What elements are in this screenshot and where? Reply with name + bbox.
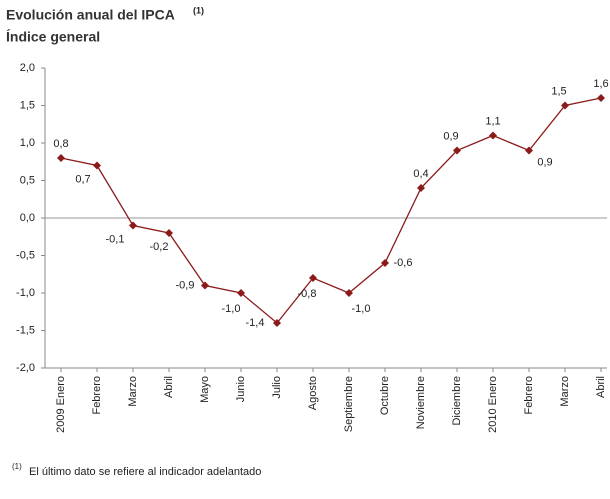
data-point — [525, 146, 533, 155]
x-tick-label: Febrero — [523, 376, 535, 415]
y-tick-label: -1,5 — [16, 324, 35, 336]
chart-title: Evolución anual del IPCA — [6, 7, 175, 23]
data-label: -1,4 — [246, 317, 265, 329]
data-point — [93, 161, 101, 170]
x-tick-label: Mayo — [199, 376, 211, 403]
x-tick-label: 2010 Enero — [487, 376, 499, 433]
x-tick-label: Marzo — [559, 376, 571, 407]
data-point — [345, 289, 353, 297]
data-point — [273, 319, 281, 327]
data-label: 0,4 — [413, 168, 428, 180]
footnote: El último dato se refiere al indicador a… — [29, 466, 261, 478]
data-label: -1,0 — [222, 303, 241, 315]
x-tick-label: Noviembre — [415, 376, 427, 429]
y-tick-label: 1,0 — [20, 137, 35, 149]
data-point — [489, 131, 497, 140]
data-point — [597, 94, 605, 102]
y-tick-label: -0,5 — [16, 249, 35, 261]
data-point — [201, 281, 209, 290]
data-label: -0,8 — [298, 288, 317, 300]
data-point — [309, 274, 317, 282]
y-tick-label: 1,5 — [20, 99, 35, 111]
footnote-mark: (1) — [12, 462, 22, 471]
x-tick-label: Octubre — [379, 376, 391, 415]
series-line — [60, 97, 602, 324]
y-tick-label: 0,0 — [20, 212, 35, 224]
data-label: -0,6 — [394, 257, 413, 269]
data-label: 0,9 — [443, 130, 458, 142]
data-label: -0,9 — [176, 279, 195, 291]
data-label: -0,2 — [150, 241, 169, 253]
data-point — [57, 154, 65, 162]
chart-subtitle: Índice general — [6, 29, 100, 45]
x-tick-label: Septiembre — [343, 376, 355, 432]
x-tick-label: Agosto — [307, 376, 319, 410]
x-tick-label: Febrero — [91, 376, 103, 415]
data-label: 1,6 — [593, 78, 608, 90]
data-point — [453, 146, 461, 155]
data-point — [165, 229, 173, 237]
data-label: 0,9 — [537, 156, 552, 168]
title-note: (1) — [193, 5, 204, 15]
y-tick-label: 2,0 — [20, 62, 35, 74]
data-label: 1,1 — [485, 115, 500, 127]
x-tick-label: Diciembre — [451, 376, 463, 426]
x-tick-label: Abril — [595, 376, 607, 398]
data-label: 1,5 — [551, 85, 566, 97]
data-label: -0,1 — [106, 233, 125, 245]
x-tick-label: Julio — [271, 376, 283, 399]
data-point — [561, 101, 569, 110]
x-tick-label: 2009 Enero — [55, 376, 67, 433]
data-point — [381, 259, 389, 267]
x-tick-label: Marzo — [127, 376, 139, 407]
data-point — [129, 221, 137, 230]
x-tick-label: Abril — [163, 376, 175, 398]
data-point — [417, 184, 425, 192]
data-point — [237, 289, 245, 297]
data-label: -1,0 — [352, 303, 371, 315]
y-tick-label: 0,5 — [20, 174, 35, 186]
x-tick-label: Junio — [235, 376, 247, 402]
data-label: 0,8 — [53, 138, 68, 150]
data-label: 0,7 — [75, 173, 90, 185]
y-tick-label: -1,0 — [16, 287, 35, 299]
y-tick-label: -2,0 — [16, 362, 35, 374]
